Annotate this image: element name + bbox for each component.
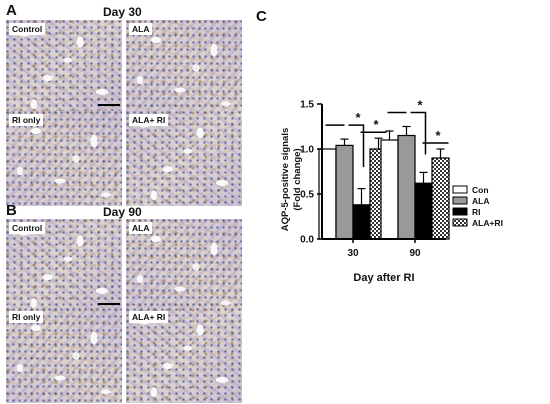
- significance-bracket: [410, 111, 427, 155]
- micrograph-label: Control: [9, 23, 46, 35]
- legend-label: Con: [472, 185, 489, 195]
- y-axis-label-sub: (Fold change): [292, 148, 303, 210]
- legend-swatch: [452, 185, 468, 194]
- y-tick-label: 1.0: [300, 145, 314, 156]
- x-ticks: 30 90: [347, 239, 421, 259]
- legend-label: ALA: [472, 196, 489, 206]
- significance-annotations: * * * *: [325, 98, 449, 168]
- legend-swatch: [452, 196, 468, 205]
- micrograph-label: Control: [9, 222, 46, 234]
- panel-b-day-title: Day 90: [103, 205, 142, 219]
- significance-star: *: [373, 117, 379, 132]
- micrograph-b-control: Control: [6, 219, 122, 314]
- x-tick-label: 90: [409, 248, 421, 259]
- scale-bar: [98, 303, 120, 305]
- legend-swatch: [452, 207, 468, 216]
- significance-bracket: [348, 124, 365, 168]
- bar: [380, 139, 399, 240]
- y-tick-label: 1.5: [300, 100, 314, 111]
- y-tick-label: 0.5: [300, 190, 314, 201]
- y-ticks: 0.0 0.5 1.0 1.5: [300, 100, 322, 246]
- x-axis-label: Day after RI: [353, 272, 414, 284]
- bar: [352, 204, 371, 240]
- micrograph-b-ala: ALA: [126, 219, 242, 314]
- micrograph-a-ala-ri: ALA+ RI: [126, 111, 242, 206]
- panel-a-letter: A: [6, 2, 17, 19]
- bar: [397, 134, 416, 240]
- significance-star: *: [417, 98, 423, 113]
- micrograph-label: ALA+ RI: [129, 114, 169, 126]
- y-tick-label: 0.0: [300, 235, 314, 246]
- bar: [335, 144, 354, 240]
- micrograph-label: RI only: [9, 311, 44, 323]
- significance-star: *: [435, 128, 441, 143]
- y-axis-label: AQP-5-positive signals: [280, 128, 291, 231]
- micrograph-label: RI only: [9, 114, 44, 126]
- x-tick-label: 30: [347, 248, 359, 259]
- micrograph-a-control: Control: [6, 20, 122, 115]
- micrograph-label: ALA: [129, 222, 153, 234]
- legend-label: RI: [472, 207, 481, 217]
- micrograph-b-ri-only: RI only: [6, 308, 122, 403]
- significance-star: *: [355, 110, 361, 125]
- legend-label: ALA+RI: [472, 218, 503, 228]
- bar: [431, 157, 450, 240]
- panel-b-letter: B: [6, 202, 17, 219]
- bar: [414, 182, 433, 240]
- micrograph-label: ALA: [129, 23, 153, 35]
- panel-c-letter: C: [256, 8, 267, 25]
- legend-swatch: [452, 218, 468, 227]
- micrograph-b-ala-ri: ALA+ RI: [126, 308, 242, 403]
- micrograph-a-ri-only: RI only: [6, 111, 122, 206]
- micrograph-label: ALA+ RI: [129, 311, 169, 323]
- scale-bar: [98, 104, 120, 106]
- panel-a-day-title: Day 30: [103, 5, 142, 19]
- micrograph-a-ala: ALA: [126, 20, 242, 115]
